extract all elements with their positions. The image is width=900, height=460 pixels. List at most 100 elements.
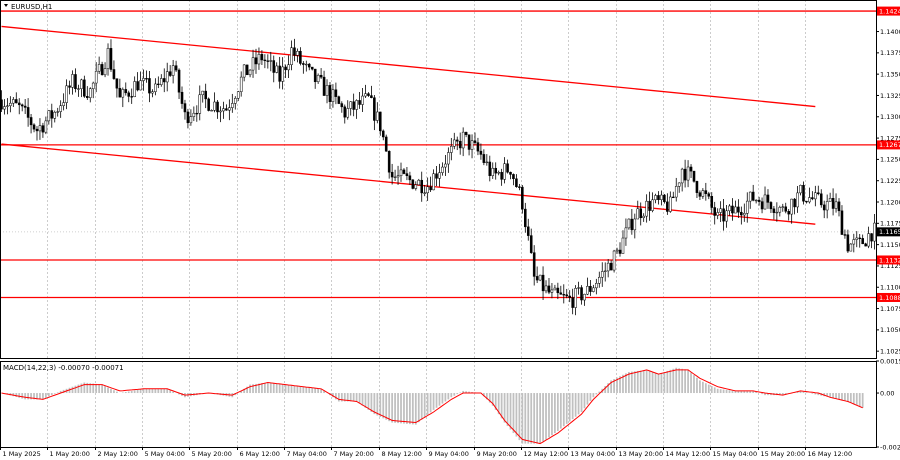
candle-body [195, 112, 199, 115]
candle-body [349, 101, 352, 109]
candle-body [322, 76, 326, 96]
candle-body [541, 274, 545, 292]
candle-body [32, 124, 36, 130]
candle-body [207, 98, 210, 111]
candle-body [840, 210, 844, 235]
candle-body [467, 134, 471, 150]
candle-body [236, 91, 240, 99]
symbol-dropdown-icon [4, 4, 8, 7]
candle-body [760, 201, 764, 210]
candle-body [35, 128, 39, 132]
candle-body [710, 196, 714, 208]
candle-body [683, 168, 687, 181]
candle-body [145, 78, 148, 80]
time-tick-label: 8 May 12:00 [382, 450, 422, 458]
time-tick-label: 1 May 20:00 [50, 450, 90, 458]
current-price-label-bg [877, 227, 900, 237]
candle-body [689, 166, 693, 172]
candle-body [592, 287, 595, 292]
price-tick-label: 1.1050 [880, 326, 900, 334]
candle-body [228, 107, 231, 111]
candle-body [748, 191, 752, 202]
candle-body [686, 166, 690, 181]
candle-body [447, 152, 450, 165]
candle-body [846, 234, 850, 252]
candle-body [669, 196, 672, 212]
candle-body [763, 194, 767, 210]
candle-body [663, 194, 666, 203]
candle-body [873, 222, 876, 242]
trend-lines [1, 25, 816, 225]
candle-body [737, 206, 740, 213]
candle-body [266, 60, 270, 62]
level-label-bg [877, 6, 900, 16]
candle-body [310, 66, 314, 70]
candle-body [139, 80, 142, 91]
candle-body [17, 102, 21, 106]
candle-body [861, 238, 864, 245]
candle-body [390, 171, 394, 178]
candle-body [571, 297, 574, 308]
candle-body [198, 94, 202, 114]
candle-body [97, 64, 101, 72]
candle-body [802, 184, 805, 202]
candle-body [231, 103, 234, 108]
candle-body [870, 233, 873, 242]
candle-body [793, 198, 796, 208]
candle-body [470, 140, 474, 150]
candle-body [346, 108, 350, 118]
candle-body [23, 105, 27, 108]
candle-body [29, 117, 33, 126]
candle-body [201, 90, 205, 96]
candle-body [396, 175, 400, 178]
candle-body [38, 125, 42, 132]
candle-body [600, 271, 604, 278]
macd-panel [1, 367, 864, 445]
candle-body [778, 207, 782, 213]
price-tick-label: 1.1350 [880, 70, 900, 78]
candle-body [222, 108, 225, 112]
candle-body [740, 211, 743, 216]
candle-body [272, 60, 276, 73]
candle-body [452, 139, 456, 147]
candle-body [91, 82, 95, 89]
macd-title: MACD(14,22,3) -0.00070 -0.00071 [3, 364, 124, 372]
candle-body [586, 285, 589, 295]
candle-body [379, 111, 382, 132]
candle-body [328, 85, 332, 102]
time-tick-label: 5 May 20:00 [192, 450, 232, 458]
macd-panel-frame [0, 361, 877, 448]
candle-body [461, 131, 465, 149]
candle-body [103, 68, 107, 76]
level-label: 1.1267 [879, 141, 900, 149]
candle-body [707, 193, 711, 197]
time-tick-label: 15 May 04:00 [713, 450, 758, 458]
candle-body [598, 276, 601, 284]
candle-body [444, 163, 447, 168]
candle-body [455, 139, 459, 142]
time-tick-label: 2 May 12:00 [98, 450, 138, 458]
candle-body [3, 106, 6, 110]
candle-body [494, 167, 497, 174]
candle-body [59, 105, 62, 112]
candle-body [769, 202, 773, 210]
candle-body [695, 181, 699, 193]
candle-body [121, 89, 125, 98]
candle-body [343, 106, 347, 118]
candle-body [734, 206, 737, 214]
time-tick-label: 7 May 04:00 [287, 450, 327, 458]
candle-body [68, 85, 71, 88]
candle-body [512, 174, 515, 180]
candle-body [269, 60, 273, 62]
candle-body [183, 103, 187, 113]
candle-body [612, 250, 616, 271]
candle-body [713, 207, 716, 216]
candle-body [518, 186, 521, 188]
candle-body [233, 98, 237, 104]
candle-body [831, 198, 835, 209]
candle-body [745, 200, 749, 214]
candle-body [728, 205, 731, 212]
current-price-label: 1.1165 [879, 228, 900, 236]
candle-body [186, 111, 190, 124]
candle-body [316, 74, 320, 83]
